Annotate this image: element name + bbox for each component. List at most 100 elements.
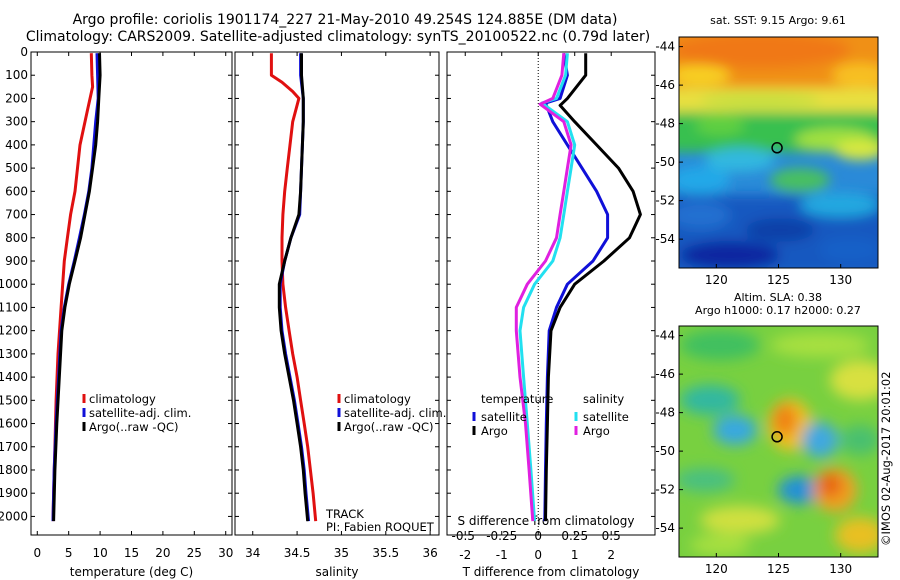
salinity-xtick-label: 34 bbox=[245, 546, 260, 560]
depth-tick-label: 0 bbox=[20, 45, 28, 59]
depth-tick-label: 1200 bbox=[0, 324, 28, 338]
depth-tick-label: 2000 bbox=[0, 509, 28, 523]
salinity-panel: 34 34.5 35 35.5 36 salinity climatologysatelli… bbox=[234, 51, 446, 579]
difference-xtick-label: -1 bbox=[496, 548, 508, 562]
sst-argo-position-marker bbox=[771, 142, 783, 154]
figure-title-line1: Argo profile: coriolis 1901174_227 21-Ma… bbox=[73, 12, 618, 28]
difference-series-salinity-argo bbox=[514, 53, 573, 522]
difference-xtick-label: 2 bbox=[607, 548, 615, 562]
depth-tick-label: 1400 bbox=[0, 370, 28, 384]
temperature-series-climatology bbox=[51, 53, 95, 522]
difference-legend-temperature-satellite: satellite bbox=[481, 410, 527, 424]
difference-legend-title-temperature: temperature bbox=[481, 392, 553, 406]
sla-map-image bbox=[679, 326, 878, 557]
depth-tick-label: 700 bbox=[5, 208, 28, 222]
depth-tick-label: 800 bbox=[5, 231, 28, 245]
sla_map-xtick-label: 120 bbox=[705, 562, 728, 576]
sla-map-axes: 120 125 130 -44 -46 -48 -50 -52 -54 bbox=[655, 329, 852, 576]
temperature-series-argo-raw-qc bbox=[52, 53, 102, 522]
sst_map-ytick-label: -48 bbox=[655, 117, 675, 131]
depth-tick-label: 200 bbox=[5, 91, 28, 105]
difference-x-axis-label: T difference from climatology bbox=[462, 565, 640, 579]
depth-tick-label: 100 bbox=[5, 68, 28, 82]
salinity-x-axis-label: salinity bbox=[315, 565, 358, 579]
sla_map-ytick-label: -48 bbox=[655, 406, 675, 420]
sst_map-xtick-label: 125 bbox=[767, 273, 790, 287]
salinity-xtick-label: 34.5 bbox=[284, 546, 311, 560]
salinity-legend-argo-raw-qc: Argo(..raw -QC) bbox=[344, 420, 434, 434]
difference-x2tick-label: -0.25 bbox=[486, 529, 517, 543]
sst_map-ytick-label: -44 bbox=[655, 40, 675, 54]
sla_map-ytick-label: -54 bbox=[655, 521, 675, 535]
sst_map-ytick-label: -52 bbox=[655, 194, 675, 208]
sla_map-ytick-label: -50 bbox=[655, 444, 675, 458]
depth-tick-label: 600 bbox=[5, 184, 28, 198]
depth-tick-label: 1300 bbox=[0, 347, 28, 361]
sst-map-title: sat. SST: 9.15 Argo: 9.61 bbox=[710, 14, 846, 27]
sla-map-subtitle: Argo h1000: 0.17 h2000: 0.27 bbox=[695, 304, 861, 317]
difference-legend-temperature-argo: Argo bbox=[481, 424, 508, 438]
sla-argo-position-marker bbox=[771, 431, 783, 443]
depth-tick-label: 900 bbox=[5, 254, 28, 268]
temperature-xtick-label: 15 bbox=[124, 546, 139, 560]
depth-tick-label: 1100 bbox=[0, 300, 28, 314]
track-label: TRACK bbox=[325, 507, 364, 521]
credit-text: ©IMOS 02-Aug-2017 20:01:02 bbox=[879, 371, 893, 546]
salinity-xtick-label: 35 bbox=[334, 546, 349, 560]
sla_map-xtick-label: 125 bbox=[767, 562, 790, 576]
sla_map-xtick-label: 130 bbox=[829, 562, 852, 576]
salinity-series-climatology bbox=[269, 53, 318, 522]
depth-tick-label: 400 bbox=[5, 138, 28, 152]
difference-x2tick-label: 0 bbox=[534, 529, 542, 543]
salinity-series-argo-raw-qc bbox=[277, 53, 310, 522]
depth-tick-label: 1600 bbox=[0, 417, 28, 431]
temperature-panel: 0 5 10 15 20 25 300100200300400500600700800900… bbox=[0, 45, 233, 579]
temperature-legend-argo-raw-qc: Argo(..raw -QC) bbox=[89, 420, 179, 434]
depth-tick-label: 1800 bbox=[0, 463, 28, 477]
salinity-xtick-label: 36 bbox=[422, 546, 437, 560]
sla_map-ytick-label: -46 bbox=[655, 367, 675, 381]
sst_map-ytick-label: -50 bbox=[655, 155, 675, 169]
salinity-legend-satellite-adj-clim: satellite-adj. clim. bbox=[344, 406, 446, 420]
temperature-series-satellite-adj-clim bbox=[51, 53, 100, 522]
sst_map-xtick-label: 120 bbox=[705, 273, 728, 287]
difference-series-temperature-argo bbox=[544, 53, 642, 522]
temperature-xtick-label: 0 bbox=[33, 546, 41, 560]
temperature-xtick-label: 20 bbox=[155, 546, 170, 560]
difference-xtick-label: 0 bbox=[534, 548, 542, 562]
depth-tick-label: 1900 bbox=[0, 486, 28, 500]
temperature-xtick-label: 10 bbox=[92, 546, 107, 560]
difference-xtick-label: 1 bbox=[571, 548, 579, 562]
sst-map-image bbox=[679, 37, 878, 268]
depth-tick-label: 300 bbox=[5, 115, 28, 129]
depth-tick-label: 1700 bbox=[0, 440, 28, 454]
sla_map-ytick-label: -44 bbox=[655, 329, 675, 343]
depth-tick-label: 1500 bbox=[0, 393, 28, 407]
depth-tick-label: 1000 bbox=[0, 277, 28, 291]
temperature-legend-climatology: climatology bbox=[89, 392, 156, 406]
sst-map-axes: 120 125 130 -44 -46 -48 -50 -52 -54 bbox=[655, 40, 852, 287]
sla_map-ytick-label: -52 bbox=[655, 483, 675, 497]
difference-plot-frame bbox=[446, 51, 656, 536]
temperature-xtick-label: 25 bbox=[187, 546, 202, 560]
difference-legend-title-salinity: salinity bbox=[583, 392, 624, 406]
salinity-legend-climatology: climatology bbox=[344, 392, 411, 406]
sst_map-ytick-label: -54 bbox=[655, 232, 675, 246]
pi-label: PI: Fabien ROQUET bbox=[326, 520, 435, 534]
temperature-xtick-label: 30 bbox=[218, 546, 233, 560]
difference-x2tick-label: -0.5 bbox=[452, 529, 475, 543]
sla-map-panel: Altim. SLA: 0.38 Argo h1000: 0.17 h2000:… bbox=[655, 291, 879, 576]
difference-legend-salinity-satellite: satellite bbox=[583, 410, 629, 424]
sla-map-title: Altim. SLA: 0.38 bbox=[734, 291, 822, 304]
temperature-x-axis-label: temperature (deg C) bbox=[70, 565, 193, 579]
sst_map-xtick-label: 130 bbox=[829, 273, 852, 287]
difference-legend-salinity-argo: Argo bbox=[583, 424, 610, 438]
difference-x2tick-label: 0.5 bbox=[602, 529, 621, 543]
depth-tick-label: 500 bbox=[5, 161, 28, 175]
figure-title-line2: Climatology: CARS2009. Satellite-adjuste… bbox=[26, 29, 650, 45]
temperature-xtick-label: 5 bbox=[65, 546, 73, 560]
salinity-xtick-label: 35.5 bbox=[372, 546, 399, 560]
